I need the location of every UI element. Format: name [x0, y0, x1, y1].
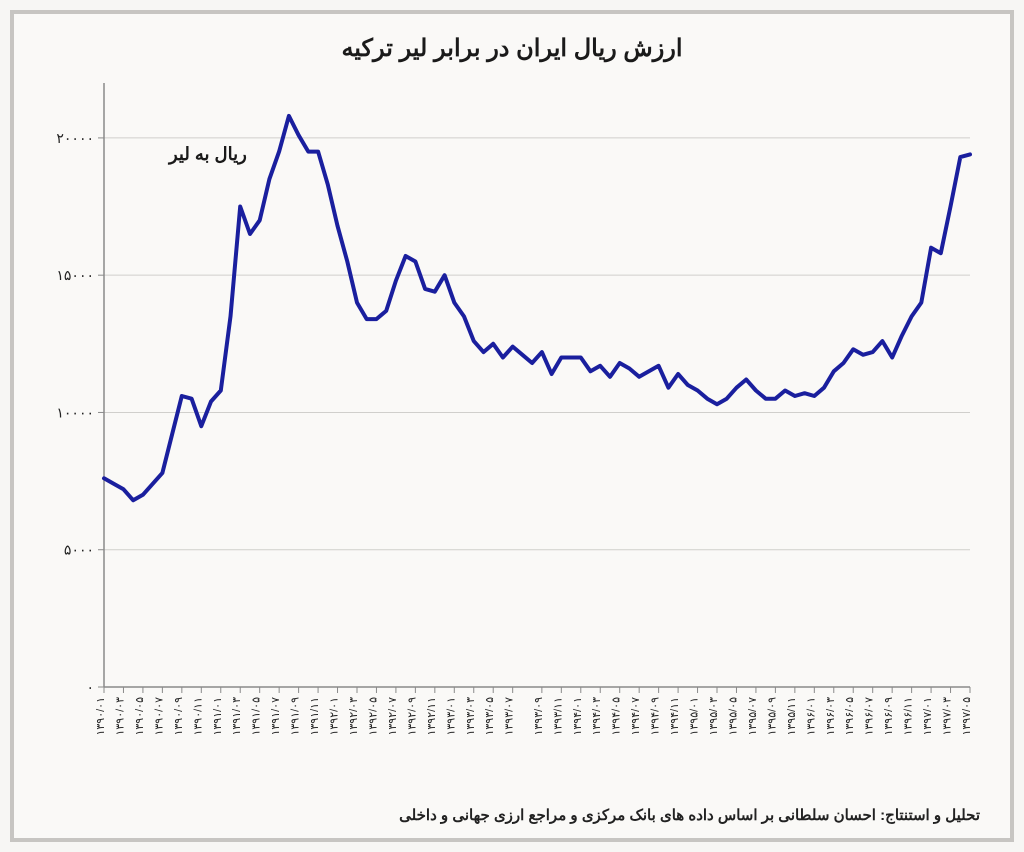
y-tick-label: ۲۰۰۰۰	[56, 130, 94, 146]
x-tick-label: ۱۳۹۲/۰۹	[406, 697, 418, 736]
x-tick-label: ۱۳۹۵/۰۹	[766, 697, 778, 736]
x-tick-label: ۱۳۹۶/۰۷	[864, 697, 876, 736]
chart-area: ۰ ۵۰۰۰ ۱۰۰۰۰ ۱۵۰۰۰ ۲۰۰۰۰ ۱۳۹۰/۰۱ ۱۳۹۰/۰۳ ۱۳۹۰/۰…	[34, 73, 990, 767]
x-tick-label: ۱۳۹۰/۰۳	[114, 697, 126, 736]
x-tick-label: ۱۳۹۲/۰۳	[348, 697, 360, 736]
x-tick-label: ۱۳۹۱/۰۳	[231, 697, 243, 736]
x-tick-label: ۱۳۹۷/۰۱	[922, 697, 934, 736]
y-tick-label: ۵۰۰۰	[64, 542, 94, 558]
x-tick-label: ۱۳۹۵/۰۷	[747, 697, 759, 736]
series-line	[104, 116, 970, 500]
x-tick-label: ۱۳۹۰/۱۱	[192, 697, 204, 736]
x-tick-label: ۱۳۹۵/۰۵	[727, 697, 739, 736]
x-tick-label: ۱۳۹۴/۰۳	[591, 697, 603, 736]
chart-frame: ارزش ریال ایران در برابر لیر ترکیه ۰ ۵۰۰۰…	[10, 10, 1014, 842]
x-tick-label: ۱۳۹۱/۰۵	[251, 697, 263, 736]
x-tick-label: ۱۳۹۲/۱۱	[426, 697, 438, 736]
x-tick-label: ۱۳۹۵/۱۱	[786, 697, 798, 736]
x-tick-label: ۱۳۹۱/۱۱	[309, 697, 321, 736]
chart-footer: تحلیل و استنتاج: احسان سلطانی بر اساس دا…	[399, 806, 980, 824]
x-tick-label: ۱۳۹۱/۰۹	[290, 697, 302, 736]
x-tick-label: ۱۳۹۰/۰۵	[134, 697, 146, 736]
x-tick-label: ۱۳۹۶/۰۳	[825, 697, 837, 736]
y-tick-label: ۱۵۰۰۰	[56, 267, 94, 283]
x-tick-label: ۱۳۹۴/۰۷	[630, 697, 642, 736]
y-axis-label: ریال به لیر	[167, 144, 247, 165]
x-tick-label: ۱۳۹۳/۱۱	[552, 697, 564, 736]
x-tick-label: ۱۳۹۰/۰۹	[173, 697, 185, 736]
x-tick-label: ۱۳۹۵/۰۱	[689, 697, 701, 736]
x-tick-label: ۱۳۹۶/۰۹	[883, 697, 895, 736]
x-tick-label: ۱۳۹۵/۰۳	[708, 697, 720, 736]
y-tick-label: ۱۰۰۰۰	[56, 404, 94, 420]
x-tick-label: ۱۳۹۴/۰۹	[650, 697, 662, 736]
x-tick-label: ۱۳۹۳/۰۷	[504, 697, 516, 736]
x-tick-label: ۱۳۹۷/۰۵	[961, 697, 973, 736]
x-tick-label: ۱۳۹۰/۰۷	[153, 697, 165, 736]
x-tick-label: ۱۳۹۶/۰۵	[844, 697, 856, 736]
x-tick-label: ۱۳۹۳/۰۳	[465, 697, 477, 736]
page-outer: ارزش ریال ایران در برابر لیر ترکیه ۰ ۵۰۰۰…	[0, 0, 1024, 852]
x-tick-label: ۱۳۹۳/۰۱	[445, 697, 457, 736]
x-tick-label: ۱۳۹۱/۰۱	[212, 697, 224, 736]
x-tick-label: ۱۳۹۲/۰۷	[387, 697, 399, 736]
x-tick-label: ۱۳۹۴/۰۵	[611, 697, 623, 736]
x-tick-label: ۱۳۹۰/۰۱	[95, 697, 107, 736]
x-tick-label: ۱۳۹۲/۰۱	[329, 697, 341, 736]
x-tick-label: ۱۳۹۱/۰۷	[270, 697, 282, 736]
x-tick-label: ۱۳۹۲/۰۵	[367, 697, 379, 736]
x-tick-label: ۱۳۹۳/۰۵	[484, 697, 496, 736]
x-tick-label: ۱۳۹۳/۰۹	[533, 697, 545, 736]
x-tick-label: ۱۳۹۶/۰۱	[805, 697, 817, 736]
chart-title: ارزش ریال ایران در برابر لیر ترکیه	[34, 34, 990, 63]
line-chart-svg: ۰ ۵۰۰۰ ۱۰۰۰۰ ۱۵۰۰۰ ۲۰۰۰۰ ۱۳۹۰/۰۱ ۱۳۹۰/۰۳ ۱۳۹۰/۰…	[34, 73, 990, 767]
x-tick-label: ۱۳۹۴/۰۱	[572, 697, 584, 736]
x-tick-label: ۱۳۹۷/۰۳	[942, 697, 954, 736]
x-tick-label: ۱۳۹۶/۱۱	[903, 697, 915, 736]
y-tick-label: ۰	[86, 679, 94, 695]
x-tick-label: ۱۳۹۴/۱۱	[669, 697, 681, 736]
